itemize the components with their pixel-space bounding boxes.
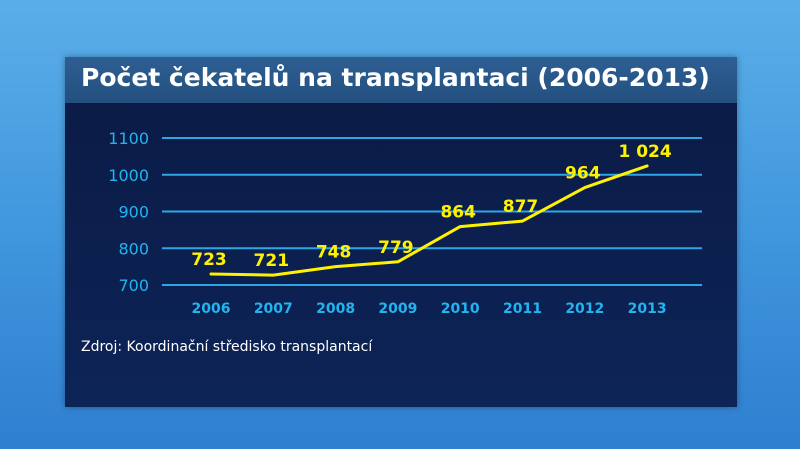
data-label: 864 (440, 203, 476, 223)
x-tick-label: 2013 (628, 301, 667, 317)
title-bar: Počet čekatelů na transplantaci (2006-20… (65, 57, 737, 103)
data-label: 748 (316, 243, 352, 263)
data-label: 1 024 (618, 142, 671, 162)
x-tick-label: 2011 (503, 301, 542, 317)
source-note: Zdroj: Koordinační středisko transplanta… (81, 339, 373, 355)
chart-panel: Počet čekatelů na transplantaci (2006-20… (65, 57, 737, 407)
x-axis-ticks: 2006 2007 2008 2009 2010 2011 2012 2013 (192, 301, 667, 317)
data-labels: 723 721 748 779 864 877 964 1 024 (191, 142, 672, 271)
y-axis-ticks: 700 800 900 1000 1100 (108, 129, 149, 295)
grid-lines (162, 137, 702, 286)
y-tick-label: 1100 (108, 129, 149, 148)
y-tick-label: 800 (118, 239, 149, 258)
data-label: 723 (191, 250, 227, 270)
chart-title: Počet čekatelů na transplantaci (2006-20… (81, 63, 710, 92)
x-tick-label: 2006 (192, 301, 231, 317)
data-label: 721 (254, 251, 289, 271)
data-label: 877 (503, 197, 539, 217)
y-tick-label: 1000 (108, 166, 149, 185)
x-tick-label: 2010 (441, 301, 480, 317)
x-tick-label: 2009 (378, 301, 417, 317)
x-tick-label: 2012 (565, 301, 604, 317)
series-line (209, 164, 649, 277)
x-tick-label: 2008 (316, 301, 355, 317)
data-label: 779 (378, 238, 414, 258)
x-tick-label: 2007 (254, 301, 293, 317)
series-polyline (209, 164, 649, 277)
y-tick-label: 700 (118, 276, 149, 295)
y-tick-label: 900 (118, 203, 149, 222)
data-label: 964 (565, 164, 601, 184)
